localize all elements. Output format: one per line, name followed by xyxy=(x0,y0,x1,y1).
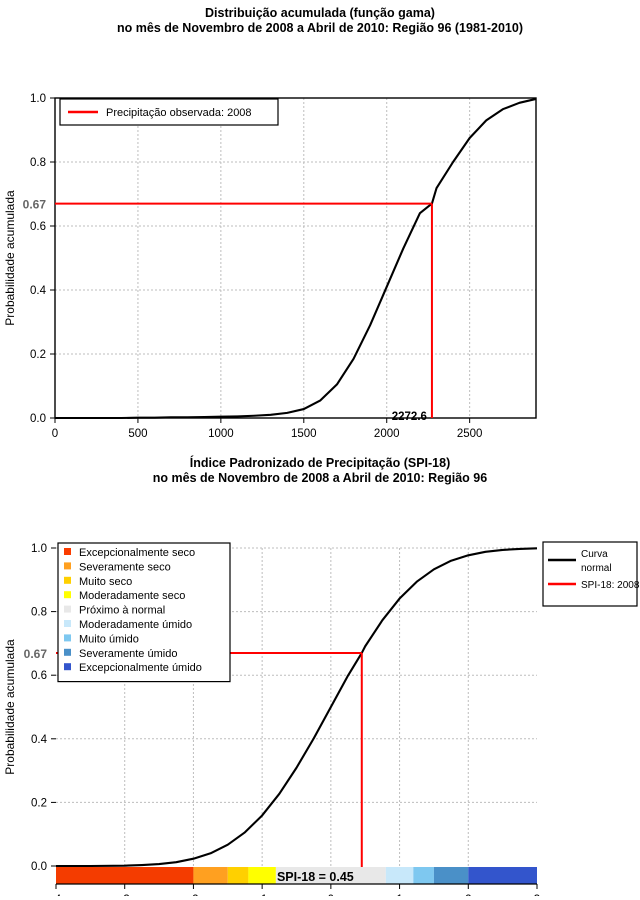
precipitation-annotation: 2272.6 xyxy=(392,411,427,423)
spi-cdf-curve xyxy=(56,547,538,868)
bottom-chart-title: Índice Padronizado de Precipitação (SPI-… xyxy=(0,450,640,486)
y-tick-label: 0.4 xyxy=(30,285,47,297)
legend-box xyxy=(57,542,231,683)
legend-category-label: Excepcionalmente seco xyxy=(79,547,195,559)
spi-colorbar xyxy=(56,867,537,885)
bottom-title-line1: Índice Padronizado de Precipitação (SPI-… xyxy=(189,456,451,470)
plot-frame xyxy=(54,97,537,419)
highlight-y-label: 0.67 xyxy=(24,647,48,661)
y-axis-title: Probabilidade acumulada xyxy=(3,190,17,326)
bottom-title-line2: no mês de Novembro de 2008 a Abril de 20… xyxy=(152,471,488,485)
legend-swatch xyxy=(64,562,71,570)
x-tick-label: -1 xyxy=(257,894,267,896)
y-tick-label: 0.6 xyxy=(31,670,47,682)
x-tick-label: -4 xyxy=(51,894,62,896)
y-tick-label: 1.0 xyxy=(30,93,46,105)
x-tick-label: 1500 xyxy=(291,428,317,440)
legend-swatch xyxy=(64,634,71,642)
x-tick-label: -2 xyxy=(188,894,198,896)
x-tick-label: 2 xyxy=(465,894,471,896)
cumulative-gamma-panel: Distribuição acumulada (função gama) no … xyxy=(0,0,640,440)
spi-18-chart: -4 -3 -2 -1 0 1 2 3 0.0 0.2 0.4 0.6 0.8 1.0 0.67 SPI-18… xyxy=(3,541,640,896)
legend-label: Precipitação observada: 2008 xyxy=(106,107,252,119)
legend-swatch xyxy=(64,576,71,584)
legend-swatch xyxy=(64,620,71,627)
legend-category-label: Severamente seco xyxy=(79,561,171,573)
legend-category-label: Moderadamente úmido xyxy=(79,619,192,631)
legend-curve-label-line2: normal xyxy=(581,563,612,574)
x-tick-label: 1 xyxy=(396,894,402,896)
legend-category-label: Muito úmido xyxy=(79,633,139,645)
y-tick-label: 0.4 xyxy=(31,734,48,746)
colorbar-segment xyxy=(385,867,414,884)
legend-category-label: Próximo à normal xyxy=(79,605,165,617)
highlight-y-label: 0.67 xyxy=(23,198,47,212)
colorbar-segment xyxy=(275,867,386,884)
y-tick-label: 0.2 xyxy=(31,797,47,809)
legend-swatch xyxy=(64,663,71,671)
x-tick-label: 0 xyxy=(328,894,334,896)
legend-category-label: Severamente úmido xyxy=(79,648,177,660)
y-tick-label: 0.8 xyxy=(30,157,46,169)
legend-box xyxy=(542,541,638,607)
legend-curve-label-line1: Curva xyxy=(581,549,608,560)
colorbar-segment xyxy=(227,867,249,884)
colorbar-segment xyxy=(193,867,228,884)
y-tick-label: 0.2 xyxy=(30,349,46,361)
top-title-line1: Distribuição acumulada (função gama) xyxy=(205,6,435,20)
x-tick-label: 3 xyxy=(534,894,540,896)
x-tick-label: -3 xyxy=(120,894,130,896)
y-tick-label: 0.8 xyxy=(31,607,47,619)
colorbar-segment xyxy=(468,867,537,884)
x-tick-label: 0 xyxy=(52,428,58,440)
y-tick-label: 0.6 xyxy=(30,221,46,233)
legend-spi-categories: Excepcionalmente seco Severamente seco Mui… xyxy=(57,542,231,683)
cumulative-gamma-chart: 0 500 1000 1500 2000 2500 0.0 0.2 0.4 0.6 0.8 1.0 0.… xyxy=(3,93,537,440)
y-tick-label: 1.0 xyxy=(31,543,47,555)
gamma-cdf-curve xyxy=(55,97,537,420)
legend-category-label: Moderadamente seco xyxy=(79,590,185,602)
legend-curves: Curva normal SPI-18: 2008 xyxy=(542,541,640,607)
legend-swatch xyxy=(64,591,71,599)
x-tick-label: 2000 xyxy=(374,428,400,440)
legend-observed: Precipitação observada: 2008 xyxy=(59,98,279,126)
legend-spi-label: SPI-18: 2008 xyxy=(581,580,640,591)
top-chart-title: Distribuição acumulada (função gama) no … xyxy=(0,0,640,36)
x-tick-label: 2500 xyxy=(457,428,483,440)
y-tick-label: 0.0 xyxy=(31,861,47,873)
x-tick-label: 1000 xyxy=(208,428,234,440)
legend-swatch xyxy=(64,548,71,555)
colorbar-segment xyxy=(413,867,434,884)
legend-swatch xyxy=(64,605,71,613)
top-title-line2: no mês de Novembro de 2008 a Abril de 20… xyxy=(117,21,523,35)
spi-18-panel: Índice Padronizado de Precipitação (SPI-… xyxy=(0,450,640,900)
colorbar-segment xyxy=(248,867,276,884)
colorbar-value-label: SPI-18 = 0.45 xyxy=(277,870,354,884)
legend-category-label: Excepcionalmente úmido xyxy=(79,662,202,674)
y-tick-label: 0.0 xyxy=(30,413,46,425)
y-axis-title: Probabilidade acumulada xyxy=(3,639,17,775)
legend-category-label: Muito seco xyxy=(79,576,132,588)
colorbar-segment xyxy=(433,867,469,884)
x-tick-label: 500 xyxy=(128,428,147,440)
legend-swatch xyxy=(64,648,71,656)
colorbar-segment xyxy=(56,867,194,884)
